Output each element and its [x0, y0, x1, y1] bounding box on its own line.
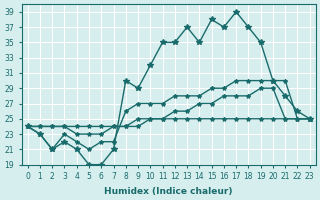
X-axis label: Humidex (Indice chaleur): Humidex (Indice chaleur)	[104, 187, 233, 196]
